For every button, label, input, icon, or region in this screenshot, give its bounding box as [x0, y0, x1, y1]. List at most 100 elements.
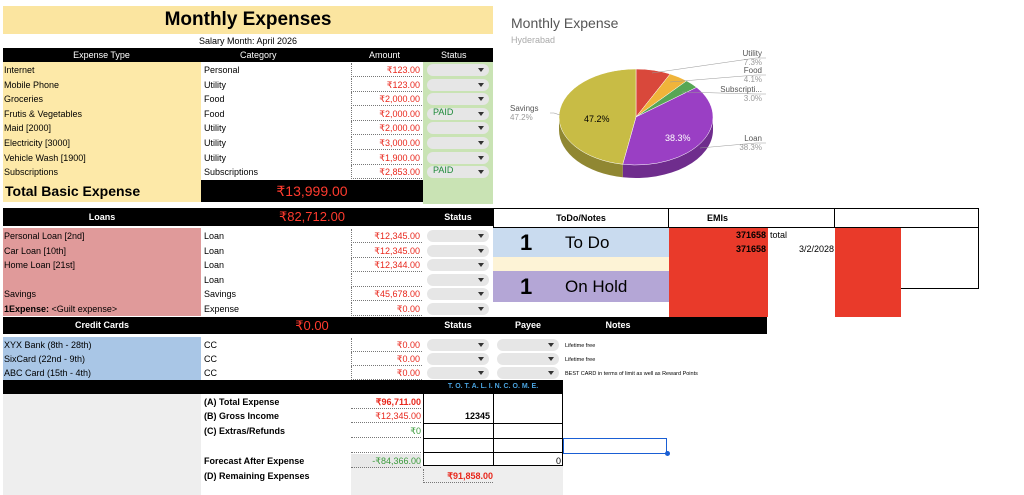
cc-type-cell[interactable]: SixCard (22nd - 9th) — [4, 354, 86, 364]
cc-note-cell[interactable]: Lifetime free — [565, 357, 596, 363]
expense-category-cell[interactable]: Utility — [204, 152, 226, 163]
status-dropdown[interactable] — [427, 137, 489, 149]
income-grid-line-3 — [423, 452, 563, 453]
cc-payee-dropdown[interactable] — [497, 353, 559, 365]
expense-amount-cell[interactable]: ₹2,853.00 — [351, 165, 422, 180]
loan-type-cell[interactable]: Savings — [4, 287, 200, 301]
expense-category-cell[interactable]: Food — [204, 94, 225, 105]
cc-note-cell[interactable]: Lifetime free — [565, 343, 596, 349]
expense-category-cell[interactable]: Utility — [204, 123, 226, 134]
expense-amount-cell[interactable]: ₹2,000.00 — [351, 121, 422, 136]
loan-type-cell[interactable]: Personal Loan [2nd] — [4, 229, 200, 243]
loan-status-dropdown[interactable] — [427, 273, 489, 286]
expense-category-cell[interactable]: Utility — [204, 138, 226, 148]
expense-type-cell[interactable]: Internet — [4, 65, 35, 75]
summary-band — [3, 380, 563, 394]
expense-type-cell[interactable]: Groceries — [4, 94, 44, 105]
loan-type-text: Home Loan [21st] — [4, 260, 76, 271]
pie-leader-4 — [699, 142, 766, 149]
expense-type-cell[interactable]: Mobile Phone — [4, 79, 60, 90]
cc-amount-cell[interactable]: ₹0.00 — [351, 338, 422, 352]
cc-category-cell[interactable]: CC — [204, 368, 217, 378]
cc-category-cell[interactable]: CC — [204, 340, 217, 350]
loan-amount-cell[interactable]: ₹12,344.00 — [351, 258, 422, 273]
total-expense-value[interactable]: ₹96,711.00 — [351, 395, 421, 409]
selection-handle[interactable] — [665, 451, 670, 456]
loan-status-dropdown[interactable] — [427, 303, 489, 315]
remaining-value[interactable]: ₹91,858.00 — [423, 469, 493, 483]
cc-notes-header: Notes — [563, 318, 673, 333]
cc-type-cell[interactable]: ABC Card (15th - 4th) — [4, 368, 92, 378]
expense-category-cell[interactable]: Food — [204, 108, 225, 119]
gross-income-value[interactable]: ₹12,345.00 — [351, 409, 421, 423]
status-dropdown[interactable] — [427, 78, 489, 91]
expense-type-cell[interactable]: Vehicle Wash [1900] — [4, 152, 86, 163]
emi-row2-value[interactable]: 371658 — [735, 244, 766, 254]
cc-type-cell[interactable]: XYX Bank (8th - 28th) — [4, 340, 92, 350]
loan-status-dropdown[interactable] — [427, 230, 489, 242]
emi-right-border — [978, 228, 979, 289]
status-dropdown[interactable] — [427, 151, 489, 164]
expense-amount-cell[interactable]: ₹123.00 — [351, 77, 422, 92]
emi-row2-date[interactable]: 3/2/2028 — [798, 244, 834, 254]
loan-amount-cell[interactable]: ₹0.00 — [351, 302, 422, 316]
extras-value[interactable]: ₹0 — [351, 424, 421, 438]
expense-amount-cell[interactable]: ₹2,000.00 — [351, 106, 422, 121]
emi-red-block-1 — [669, 228, 768, 317]
status-dropdown[interactable] — [427, 93, 489, 106]
loan-category-cell[interactable]: Loan — [204, 231, 225, 241]
emi-row1-value[interactable]: 371658 — [735, 230, 766, 240]
expense-amount-cell[interactable]: ₹1,900.00 — [351, 150, 422, 165]
expense-amount-cell[interactable]: ₹123.00 — [351, 63, 422, 77]
loan-status-dropdown[interactable] — [427, 244, 489, 257]
loan-type-cell[interactable]: 1Expense: <Guilt expense> — [4, 302, 200, 316]
expense-amount-cell[interactable]: ₹2,000.00 — [351, 92, 422, 107]
forecast-entry[interactable]: 0 — [555, 456, 561, 466]
expense-type-cell[interactable]: Electricity [3000] — [4, 138, 71, 148]
cc-status-dropdown[interactable] — [427, 367, 489, 379]
pie-chart: 47.2% 38.3% Utility7.3%Food4.1%Subscripti.… — [510, 49, 766, 178]
cc-payee-dropdown[interactable] — [497, 367, 559, 379]
loan-category-cell[interactable]: Loan — [204, 245, 225, 256]
expense-category-cell[interactable]: Subscriptions — [204, 167, 259, 178]
cc-status-dropdown[interactable] — [427, 353, 489, 365]
cc-status-header: Status — [423, 318, 493, 333]
loan-type-cell[interactable]: Car Loan [10th] — [4, 244, 200, 258]
expense-category-cell[interactable]: Utility — [204, 79, 226, 90]
expense-type-cell[interactable]: Maid [2000] — [4, 123, 52, 134]
cc-amount-cell[interactable]: ₹0.00 — [351, 366, 422, 380]
loan-amount-cell[interactable] — [351, 272, 422, 287]
loan-category-cell[interactable]: Expense — [204, 304, 240, 314]
status-dropdown[interactable] — [427, 64, 489, 76]
status-dropdown[interactable]: PAID — [427, 107, 489, 120]
loan-amount-cell[interactable]: ₹45,678.00 — [351, 287, 422, 302]
loan-amount-cell[interactable]: ₹12,345.00 — [351, 229, 422, 243]
loan-status-dropdown[interactable] — [427, 259, 489, 272]
expense-type-cell[interactable]: Frutis & Vegetables — [4, 108, 83, 119]
loan-type-text: Savings — [4, 289, 37, 300]
cc-note-cell[interactable]: BEST CARD in terms of limit as well as R… — [565, 371, 698, 377]
loan-status-dropdown[interactable] — [427, 288, 489, 301]
hold-box[interactable] — [493, 271, 669, 302]
cc-amount-cell[interactable]: ₹0.00 — [351, 352, 422, 366]
cc-status-dropdown[interactable] — [427, 339, 489, 351]
forecast-value[interactable]: -₹84,366.00 — [351, 454, 421, 468]
chart-title: Monthly Expense — [511, 15, 619, 31]
cc-category-cell[interactable]: CC — [204, 354, 217, 364]
emi-row1-label[interactable]: total — [770, 230, 788, 240]
expense-amount-cell[interactable]: ₹3,000.00 — [351, 136, 422, 150]
expense-type-cell[interactable]: Subscriptions — [4, 167, 59, 178]
status-dropdown[interactable]: PAID — [427, 165, 489, 179]
expense-category-cell[interactable]: Personal — [204, 65, 240, 75]
selected-cell[interactable] — [563, 438, 667, 454]
loan-type-cell[interactable]: Home Loan [21st] — [4, 258, 200, 272]
loan-category-cell[interactable]: Savings — [204, 289, 237, 300]
loan-amount-cell[interactable]: ₹12,345.00 — [351, 243, 422, 258]
loan-type-cell[interactable] — [4, 273, 200, 287]
cc-payee-dropdown[interactable] — [497, 339, 559, 351]
loan-category-cell[interactable]: Loan — [204, 274, 225, 285]
status-dropdown[interactable] — [427, 122, 489, 135]
todo-box[interactable] — [493, 228, 669, 257]
gross-income-entry[interactable]: 12345 — [464, 411, 490, 421]
loan-category-cell[interactable]: Loan — [204, 260, 225, 271]
